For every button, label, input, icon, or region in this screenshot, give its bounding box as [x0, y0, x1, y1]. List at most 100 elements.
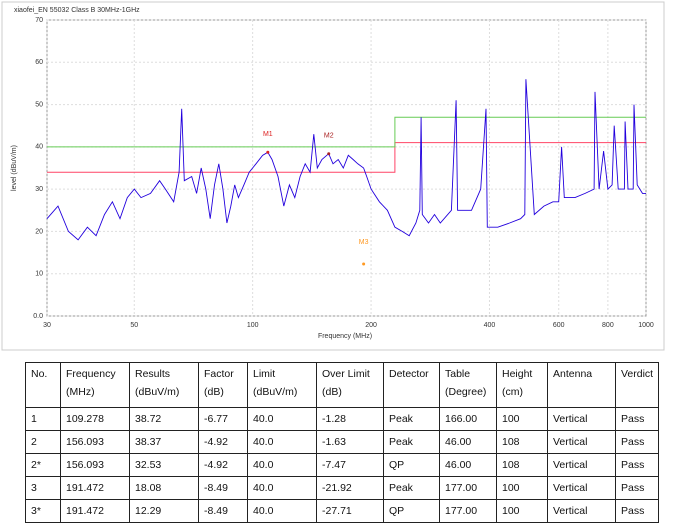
table-cell: 12.29: [129, 499, 199, 523]
table-cell: Vertical: [547, 407, 616, 431]
table-cell: -8.49: [198, 499, 248, 523]
table-cell: 32.53: [129, 453, 199, 477]
y-tick-label: 50: [35, 101, 43, 108]
table-cell: Pass: [614, 430, 660, 454]
table-cell: 1: [25, 407, 61, 431]
table-cell: 191.472: [60, 476, 130, 500]
marker: [327, 152, 331, 156]
chart-frame: [1, 1, 665, 351]
marker: [266, 150, 270, 154]
header-text: Limit: [253, 368, 276, 380]
table-cell: QP: [383, 453, 440, 477]
table-row: 2* 156.093 32.53 -4.92 40.0 -7.47 QP 46.00 108 Ve…: [25, 453, 660, 477]
table-cell: 18.08: [129, 476, 199, 500]
header-text: Results: [135, 368, 171, 380]
header-cell: Over Limit (dB): [316, 362, 384, 408]
header-text: (dBuV/m): [135, 386, 180, 398]
x-tick-label: 600: [553, 322, 565, 329]
y-tick-label: 0.0: [33, 313, 43, 320]
header-text: Detector: [389, 368, 429, 380]
table-cell: Vertical: [547, 430, 616, 454]
table-cell: Pass: [614, 476, 660, 500]
chart: xiaofei_EN 55032 Class B 30MHz-1GHz Freq…: [1, 1, 665, 351]
x-tick-label: 30: [43, 322, 51, 329]
table-cell: -1.63: [316, 430, 384, 454]
table-cell: 40.0: [247, 430, 317, 454]
x-tick-label: 50: [130, 322, 138, 329]
marker-label: M1: [263, 131, 273, 138]
x-tick-label: 400: [484, 322, 496, 329]
table-cell: 46.00: [439, 430, 497, 454]
plot-area: [46, 19, 647, 317]
marker-label: M3: [359, 239, 369, 246]
y-axis-label: level (dBuV/m): [11, 145, 18, 191]
table-cell: 100: [496, 499, 548, 523]
table-cell: 100: [496, 407, 548, 431]
table-row: 2 156.093 38.37 -4.92 40.0 -1.63 Peak 46.00 108 V…: [25, 430, 660, 454]
y-tick-label: 40: [35, 144, 43, 151]
header-cell: Frequency (MHz): [60, 362, 130, 408]
table-row: 1 109.278 38.72 -6.77 40.0 -1.28 Peak 166.00 100…: [25, 407, 660, 431]
marker-label: M2: [324, 133, 334, 140]
table-cell: 108: [496, 453, 548, 477]
table-cell: QP: [383, 499, 440, 523]
table-cell: 109.278: [60, 407, 130, 431]
table-cell: 100: [496, 476, 548, 500]
table-cell: 3: [25, 476, 61, 500]
header-cell: No.: [25, 362, 61, 408]
table-cell: -1.28: [316, 407, 384, 431]
table-cell: 46.00: [439, 453, 497, 477]
y-tick-label: 10: [35, 271, 43, 278]
header-cell: Antenna: [547, 362, 616, 408]
header-text: (MHz): [66, 386, 95, 398]
table-cell: 108: [496, 430, 548, 454]
table-cell: -21.92: [316, 476, 384, 500]
header-text: (dB): [322, 386, 342, 398]
table-cell: Pass: [614, 453, 660, 477]
header-row: No. Frequency (MHz) Results (dBuV/m) Factor (d…: [25, 362, 660, 408]
header-text: Verdict: [621, 368, 654, 380]
header-text: No.: [31, 368, 48, 380]
y-tick-label: 70: [35, 17, 43, 24]
table-cell: 166.00: [439, 407, 497, 431]
x-axis-label: Frequency (MHz): [318, 333, 372, 340]
header-text: Table: [445, 368, 471, 380]
table-cell: Peak: [383, 407, 440, 431]
header-text: Factor: [204, 368, 234, 380]
table-cell: 191.472: [60, 499, 130, 523]
header-text: (dBuV/m): [253, 386, 298, 398]
chart-title: xiaofei_EN 55032 Class B 30MHz-1GHz: [14, 7, 140, 14]
series-line: [46, 79, 646, 241]
header-text: (Degree): [445, 386, 487, 398]
header-cell: Factor (dB): [198, 362, 248, 408]
y-tick-label: 30: [35, 186, 43, 193]
table-cell: -7.47: [316, 453, 384, 477]
header-cell: Results (dBuV/m): [129, 362, 199, 408]
table-cell: -4.92: [198, 430, 248, 454]
table-cell: Pass: [614, 499, 660, 523]
table-cell: -6.77: [198, 407, 248, 431]
table-cell: 38.37: [129, 430, 199, 454]
table-cell: 2*: [25, 453, 61, 477]
series-line: [47, 116, 646, 148]
header-cell: Verdict: [614, 362, 660, 408]
y-tick-label: 20: [35, 228, 43, 235]
table-cell: -27.71: [316, 499, 384, 523]
series-line: [47, 142, 646, 173]
header-text: Height: [502, 368, 533, 380]
table-cell: 2: [25, 430, 61, 454]
x-tick-label: 1000: [638, 322, 654, 329]
x-tick-label: 100: [247, 322, 259, 329]
header-text: Over Limit: [322, 368, 370, 380]
table-cell: 3*: [25, 499, 61, 523]
table-cell: Peak: [383, 476, 440, 500]
table-cell: Vertical: [547, 476, 616, 500]
table-cell: 40.0: [247, 476, 317, 500]
header-cell: Height (cm): [496, 362, 548, 408]
table-cell: -4.92: [198, 453, 248, 477]
x-tick-label: 800: [602, 322, 614, 329]
header-cell: Limit (dBuV/m): [247, 362, 317, 408]
table-cell: Vertical: [547, 499, 616, 523]
marker: [362, 262, 366, 266]
header-text: (cm): [502, 386, 523, 398]
